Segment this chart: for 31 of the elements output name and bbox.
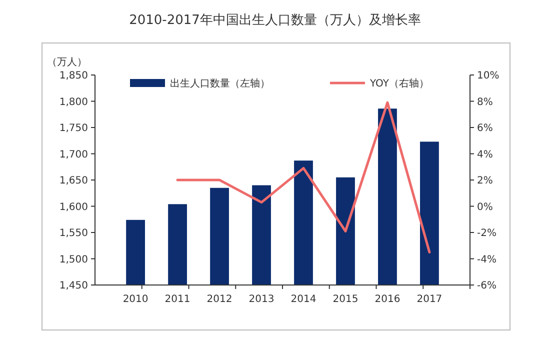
y-tick-label: 1,800 [59, 96, 88, 108]
y2-tick-label: 0% [477, 202, 493, 213]
y-tick-label: 1,700 [59, 149, 88, 160]
y-tick-label: 1,600 [59, 202, 88, 213]
x-tick-label: 2012 [206, 294, 232, 305]
y2-tick-label: -6% [477, 280, 496, 292]
line-series [176, 101, 431, 254]
x-tick-label: 2013 [248, 294, 274, 305]
legend-label: 出生人口数量（左轴） [170, 78, 270, 90]
x-tick-label: 2017 [416, 294, 442, 305]
y2-tick-label: 4% [477, 149, 493, 160]
y-tick-label: 1,550 [59, 228, 88, 239]
x-tick-label: 2015 [332, 294, 358, 305]
y2-tick-label: 2% [477, 176, 493, 186]
y-tick-label: 1,500 [59, 254, 88, 266]
x-tick-label: 2014 [290, 294, 316, 305]
chart-title: 2010-2017年中国出生人口数量（万人）及增长率 [129, 12, 421, 28]
x-tick-label: 2011 [164, 294, 190, 305]
y2-tick-label: 6% [477, 123, 493, 134]
y-tick-label: 1,650 [59, 176, 88, 186]
y-tick-label: 1,450 [59, 280, 88, 292]
y-tick-label: 1,750 [59, 123, 88, 134]
x-tick-label: 2016 [374, 294, 400, 305]
x-tick-label: 2010 [122, 294, 148, 305]
y2-tick-label: -4% [477, 254, 496, 266]
legend-label: YOY（右轴） [369, 78, 429, 90]
y2-tick-label: 8% [477, 96, 493, 108]
y2-tick-label: 10% [477, 70, 500, 82]
y2-tick-label: -2% [477, 228, 496, 239]
y-tick-label: 1,850 [59, 70, 88, 82]
y-axis-title: （万人） [47, 57, 87, 68]
